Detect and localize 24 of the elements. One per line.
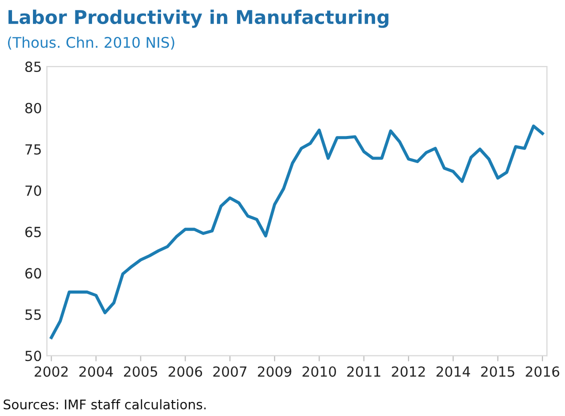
x-tick-label: 2004 [79,366,113,377]
x-tick-label: 2012 [392,366,425,377]
x-tick-label: 2002 [34,366,68,377]
x-tick-label: 2009 [258,366,292,377]
y-tick-label: 70 [26,185,42,196]
line-series [50,124,544,340]
y-tick-label: 55 [25,310,41,320]
x-tick-label: 2014 [436,366,470,377]
x-tick-label: 2015 [481,366,514,377]
x-tick-label: 2005 [124,366,158,377]
y-tick-label: 75 [26,144,41,155]
y-tick-label: 65 [25,226,41,238]
x-tick-label: 2007 [213,366,246,377]
chart-title: Labor Productivity in Manufacturing [8,10,388,28]
y-tick-label: 85 [25,62,41,72]
x-tick-label: 2011 [347,366,380,377]
y-tick-label: 80 [25,102,42,114]
y-tick-label: 50 [25,350,42,362]
chart-subtitle: (Thous. Chn. 2010 NIS) [8,36,174,50]
x-tick-label: 2016 [526,366,560,377]
x-tick-label: 2010 [302,366,336,377]
source-note: Sources: IMF staff calculations. [4,399,206,410]
x-tick-label: 2006 [168,366,202,377]
y-tick-label: 60 [25,268,42,279]
